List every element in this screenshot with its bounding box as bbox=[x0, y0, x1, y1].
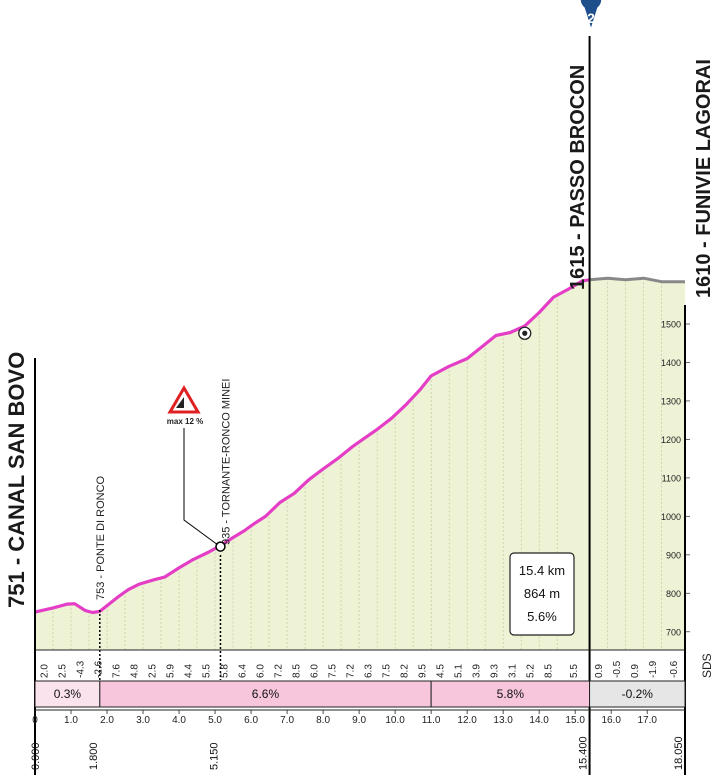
x-tick-label: 3.0 bbox=[136, 715, 150, 726]
segment-gradient-label: 5.2 bbox=[526, 664, 537, 678]
x-tick-label: 14.0 bbox=[529, 715, 549, 726]
x-tick-label: 6.0 bbox=[244, 715, 258, 726]
segment-gradient-label: 8.5 bbox=[544, 664, 555, 678]
x-tick-label: 0 bbox=[32, 715, 38, 726]
segment-gradient-label: 8.2 bbox=[400, 664, 411, 678]
sector-gradient-bar bbox=[430, 680, 591, 708]
gpm-marker-icon bbox=[579, 0, 603, 33]
sector-gradient-bar bbox=[34, 680, 101, 708]
y-tick-label: 1200 bbox=[661, 435, 681, 445]
sector-gradient-bar bbox=[99, 680, 432, 708]
x-tick-label: 15.0 bbox=[565, 715, 585, 726]
summary-gain: 864 m bbox=[524, 586, 560, 601]
y-tick-label: 1400 bbox=[661, 358, 681, 368]
segment-gradient-label: 0.9 bbox=[594, 664, 605, 678]
segment-gradient-label: -0.6 bbox=[669, 660, 680, 678]
summary-distance: 15.4 km bbox=[519, 563, 565, 578]
poi-label-tornante: 935 - TORNANTE-RONCO MINEI bbox=[220, 379, 232, 545]
segment-gradient-label: 6.3 bbox=[364, 664, 375, 678]
x-tick-label: 12.0 bbox=[457, 715, 477, 726]
x-tick-label: 5.0 bbox=[208, 715, 222, 726]
segment-gradient-label: 9.3 bbox=[490, 664, 501, 678]
y-tick-label: 700 bbox=[666, 627, 681, 637]
segment-gradient-label: 5.1 bbox=[454, 664, 465, 678]
y-tick-label: 800 bbox=[666, 589, 681, 599]
segment-gradient-label: 7.5 bbox=[382, 664, 393, 678]
max-gradient-leader bbox=[183, 428, 218, 545]
x-tick-label: 13.0 bbox=[493, 715, 513, 726]
poi-label-ponte: 753 - PONTE DI RONCO bbox=[95, 475, 107, 600]
segment-gradient-label: -2.6 bbox=[94, 660, 105, 678]
x-tick-label: 9.0 bbox=[352, 715, 366, 726]
x-tick-label: 7.0 bbox=[280, 715, 294, 726]
start-label: 751 - CANAL SAN BOVO bbox=[4, 352, 29, 608]
segment-gradient-label: 4.5 bbox=[436, 664, 447, 678]
sds-label: SDS bbox=[700, 653, 714, 678]
y-tick-label: 1300 bbox=[661, 396, 681, 406]
tunnel-icon-inner bbox=[522, 330, 528, 336]
km-marker-label: 18.050 bbox=[673, 736, 685, 770]
segment-gradient-label: 6.4 bbox=[238, 664, 249, 678]
segment-gradient-label: -4.3 bbox=[76, 660, 87, 678]
segment-gradient-label: 6.0 bbox=[310, 664, 321, 678]
sector-gradient-label: 6.6% bbox=[252, 687, 280, 701]
x-tick-label: 2.0 bbox=[100, 715, 114, 726]
segment-gradient-label: 5.5 bbox=[569, 664, 580, 678]
summary-gradient: 5.6% bbox=[527, 609, 557, 624]
segment-gradient-label: 8.5 bbox=[292, 664, 303, 678]
profile-area bbox=[35, 278, 685, 650]
x-tick-label: 17.0 bbox=[637, 715, 657, 726]
segment-gradient-label: -0.5 bbox=[612, 660, 623, 678]
sector-gradient-label: 5.8% bbox=[497, 687, 525, 701]
summit-label: 1615 - PASSO BROCON bbox=[567, 65, 589, 290]
segment-gradient-label: 7.5 bbox=[328, 664, 339, 678]
segment-gradient-label: 9.5 bbox=[418, 664, 429, 678]
y-tick-label: 1500 bbox=[661, 320, 681, 330]
segment-gradient-label: 7.2 bbox=[274, 664, 285, 678]
finish-label: 1610 - FUNIVIE LAGORAI bbox=[693, 59, 715, 298]
max-gradient-label: max 12 % bbox=[167, 417, 203, 426]
y-tick-label: 900 bbox=[666, 550, 681, 560]
segment-gradient-label: 7.6 bbox=[112, 664, 123, 678]
x-tick-label: 1.0 bbox=[64, 715, 78, 726]
slope-icon bbox=[176, 397, 184, 408]
segment-gradient-label: 3.9 bbox=[472, 664, 483, 678]
x-tick-label: 11.0 bbox=[422, 715, 441, 726]
sector-gradient-label: 0.3% bbox=[54, 687, 82, 701]
y-tick-label: 1100 bbox=[662, 473, 681, 483]
segment-gradient-label: 4.4 bbox=[184, 664, 195, 678]
y-tick-label: 1000 bbox=[661, 512, 681, 522]
segment-gradient-label: 2.5 bbox=[148, 664, 159, 678]
x-tick-label: 16.0 bbox=[601, 715, 621, 726]
km-marker-label: 5.150 bbox=[208, 742, 220, 770]
segment-gradient-label: 5.5 bbox=[202, 664, 213, 678]
profile-line-climb bbox=[34, 278, 590, 615]
segment-gradient-label: 6.0 bbox=[256, 664, 267, 678]
segment-gradient-label: 5.8 bbox=[220, 664, 231, 678]
profile-line-finish bbox=[589, 276, 685, 284]
segment-gradient-label: 2.5 bbox=[58, 664, 69, 678]
poi-circle-tornante bbox=[215, 541, 226, 552]
segment-gradient-label: 3.1 bbox=[508, 664, 519, 678]
x-tick-label: 10.0 bbox=[385, 715, 405, 726]
segment-gradient-label: 4.8 bbox=[130, 664, 141, 678]
summary-box bbox=[509, 552, 575, 636]
x-tick-label: 8.0 bbox=[316, 715, 330, 726]
sector-gradient-bar bbox=[589, 680, 686, 708]
km-marker-label: 1.800 bbox=[88, 742, 100, 770]
segment-gradient-label: 2.0 bbox=[40, 664, 51, 678]
segment-gradient-label: 5.9 bbox=[166, 664, 177, 678]
segment-gradient-label: 7.2 bbox=[346, 664, 357, 678]
gpm-marker-number: 2 bbox=[587, 10, 595, 26]
x-tick-label: 4.0 bbox=[172, 715, 186, 726]
segment-gradient-label: -1.9 bbox=[648, 660, 659, 678]
km-marker-label: 15.400 bbox=[578, 736, 590, 770]
km-marker-label: 0.000 bbox=[30, 742, 42, 770]
segment-gradient-label: 0.9 bbox=[630, 664, 641, 678]
sector-gradient-label: -0.2% bbox=[622, 687, 654, 701]
